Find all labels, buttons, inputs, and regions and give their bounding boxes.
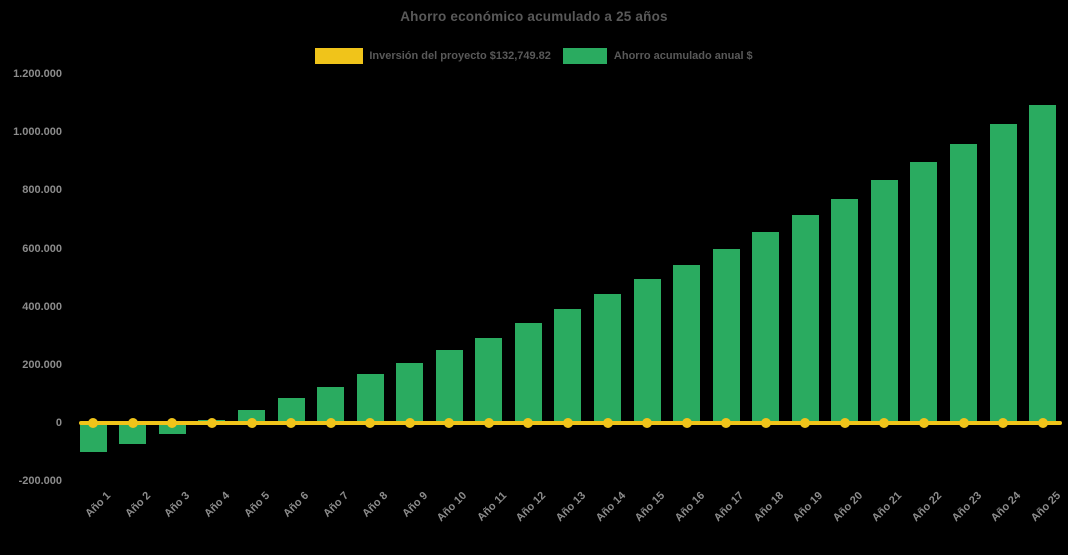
gridline [65, 189, 1068, 191]
investment-line-marker-icon [246, 418, 257, 428]
gridline [65, 480, 1068, 482]
legend-label-ahorro: Ahorro acumulado anual $ [613, 49, 753, 62]
investment-line-marker-icon [681, 418, 692, 428]
investment-line-marker-icon [404, 418, 415, 428]
chart-title: Ahorro económico acumulado a 25 años [400, 9, 668, 24]
chart-canvas: Ahorro económico acumulado a 25 años Inv… [0, 9, 1068, 525]
investment-line-marker-icon [642, 418, 653, 428]
bar-año-18 [752, 232, 780, 423]
legend-entry-ahorro: Ahorro acumulado anual $ [562, 47, 753, 64]
investment-line-marker-icon [365, 418, 376, 428]
investment-line-marker-icon [444, 418, 455, 428]
y-axis-tick-label: 200.000 [22, 358, 62, 371]
investment-line-marker-icon [998, 418, 1009, 428]
y-axis-tick-label: 1.000.000 [13, 126, 62, 139]
bar-año-2 [119, 423, 147, 444]
legend-swatch-inversion-icon [315, 47, 364, 64]
bar-año-12 [514, 322, 542, 423]
bar-año-10 [435, 349, 463, 423]
bar-año-23 [950, 143, 977, 423]
investment-line-marker-icon [562, 418, 573, 428]
bar-año-9 [396, 362, 424, 423]
legend-swatch-ahorro-icon [562, 47, 607, 64]
investment-line-marker-icon [800, 418, 811, 428]
investment-line-marker-icon [325, 418, 336, 428]
bar-año-3 [158, 423, 186, 435]
bar-año-8 [356, 374, 384, 423]
investment-line-marker-icon [167, 418, 178, 428]
investment-line-marker-icon [958, 418, 969, 428]
gridline [65, 73, 1068, 75]
gridline [65, 131, 1068, 133]
investment-line-marker-icon [483, 418, 494, 428]
investment-line-marker-icon [602, 418, 613, 428]
bar-año-16 [673, 265, 701, 423]
bar-año-5 [238, 409, 266, 423]
y-axis-tick-label: -200.000 [18, 475, 62, 488]
investment-line-marker-icon [127, 418, 138, 428]
y-axis-tick-label: 400.000 [22, 300, 62, 313]
bar-año-14 [594, 294, 621, 423]
investment-line-marker-icon [206, 418, 217, 428]
investment-line-marker-icon [721, 418, 732, 428]
y-axis-tick-label: 800.000 [22, 184, 62, 197]
legend-label-inversion: Inversión del proyecto $132,749.82 [369, 49, 551, 62]
investment-line-marker-icon [918, 418, 929, 428]
bar-año-11 [475, 337, 503, 423]
bar-año-24 [989, 123, 1017, 423]
bar-año-19 [791, 214, 819, 423]
investment-line-marker-icon [286, 418, 297, 428]
bar-año-20 [831, 198, 859, 423]
legend-entry-inversion: Inversión del proyecto $132,749.82 [315, 47, 551, 64]
bar-año-13 [554, 308, 582, 423]
investment-line-marker-icon [1037, 418, 1048, 428]
y-axis-tick-label: 1.200.000 [13, 68, 62, 80]
gridline [65, 306, 1068, 308]
investment-line-marker-icon [88, 418, 99, 428]
bar-año-7 [317, 387, 345, 423]
bar-año-21 [870, 179, 898, 423]
bar-año-25 [1029, 104, 1057, 423]
investment-line-marker-icon [760, 418, 771, 428]
investment-line-marker-icon [839, 418, 850, 428]
y-axis-tick-label: 600.000 [22, 242, 62, 255]
investment-line-marker-icon [879, 418, 890, 428]
bar-año-17 [712, 249, 740, 423]
bar-año-15 [633, 279, 661, 423]
y-axis-tick-label: 0 [55, 417, 62, 430]
gridline [65, 248, 1068, 249]
bar-año-22 [910, 162, 938, 423]
legend: Inversión del proyecto $132,749.82 Ahorr… [0, 47, 1068, 64]
investment-line-marker-icon [523, 418, 534, 428]
